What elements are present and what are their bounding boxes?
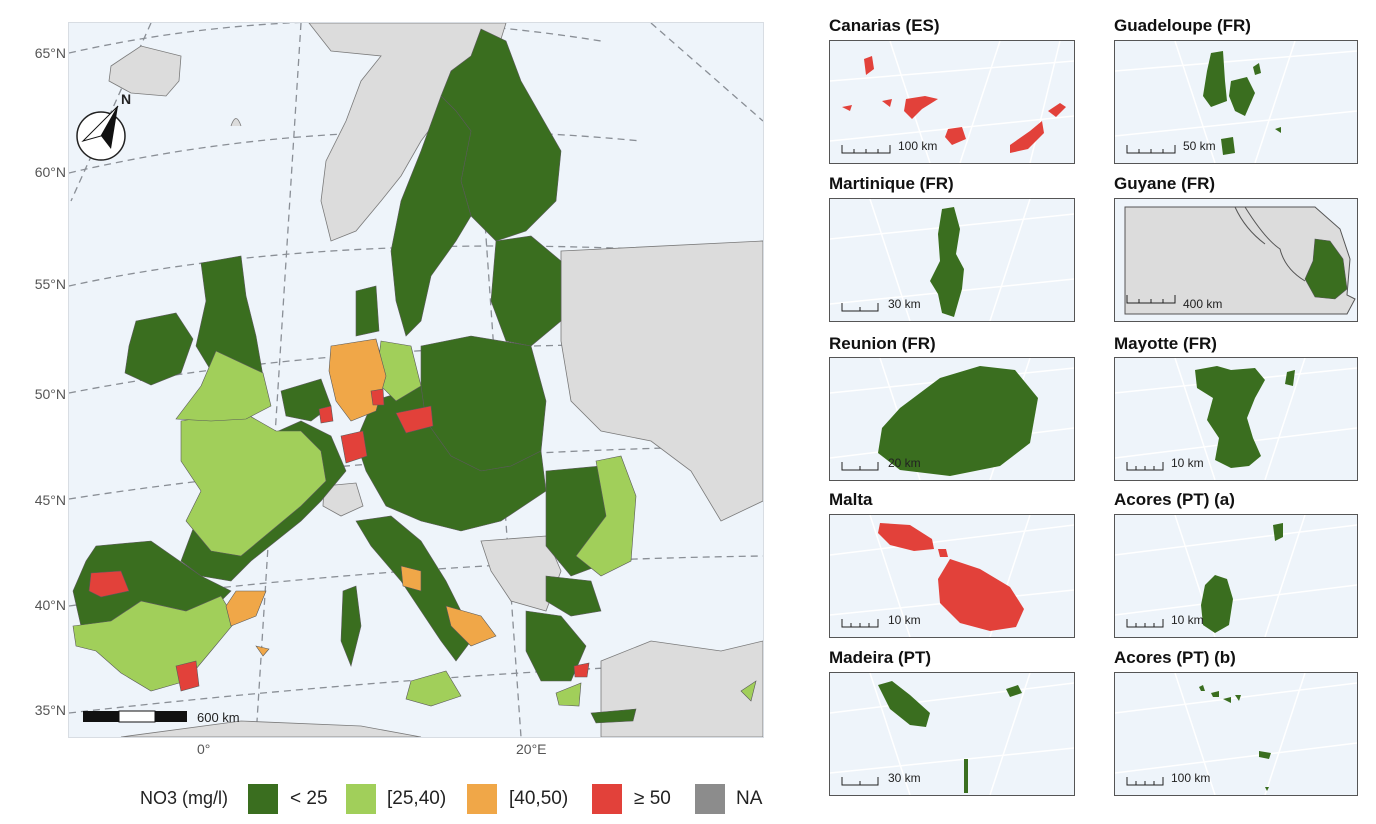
main-scale-bar <box>83 710 187 723</box>
inset-title-acores-a: Acores (PT) (a) <box>1114 490 1235 509</box>
acores-a-islands <box>1201 523 1283 633</box>
guyane-neighbours <box>1124 206 1356 315</box>
inset-scale-guyane: 400 km <box>1183 297 1223 311</box>
legend-label-na: NA <box>736 788 763 809</box>
inset-reunion-map <box>830 358 1074 480</box>
inset-acores-a: 10 km <box>1114 514 1358 638</box>
lat-label-45: 45°N <box>34 492 66 508</box>
inset-canarias: 100 km <box>829 40 1075 164</box>
inset-title-guadeloupe: Guadeloupe (FR) <box>1114 16 1251 35</box>
inset-scale-reunion: 20 km <box>888 456 921 470</box>
lat-label-60: 60°N <box>34 164 66 180</box>
malta-islands <box>878 523 1024 631</box>
inset-scale-madeira: 30 km <box>888 771 921 785</box>
inset-madeira: 30 km <box>829 672 1075 796</box>
main-scale-label: 600 km <box>197 710 240 725</box>
inset-scale-canarias: 100 km <box>898 139 938 153</box>
inset-guadeloupe-map <box>1115 41 1357 163</box>
lon-label-0: 0° <box>197 741 211 757</box>
inset-acores-a-map <box>1115 515 1357 637</box>
legend-title: NO3 (mg/l) <box>140 788 229 808</box>
inset-guyane-map <box>1124 206 1356 315</box>
inset-scale-acores-b: 100 km <box>1171 771 1211 785</box>
lat-label-35: 35°N <box>34 702 66 718</box>
inset-title-martinique: Martinique (FR) <box>829 174 954 193</box>
martinique-island <box>930 207 964 317</box>
inset-malta-map <box>830 515 1074 637</box>
acores-b-islands <box>1199 685 1271 791</box>
north-arrow-icon <box>76 105 126 161</box>
mayotte-island <box>1195 366 1295 468</box>
legend-swatch-40-50 <box>467 784 497 814</box>
inset-martinique: 30 km <box>829 198 1075 322</box>
inset-title-reunion: Reunion (FR) <box>829 334 936 353</box>
inset-title-guyane: Guyane (FR) <box>1114 174 1216 193</box>
inset-scale-acores-a: 10 km <box>1171 613 1204 627</box>
inset-title-canarias: Canarias (ES) <box>829 16 940 35</box>
canarias-islands <box>842 56 1066 153</box>
legend-label-ge50: ≥ 50 <box>634 788 671 809</box>
inset-malta: 10 km <box>829 514 1075 638</box>
inset-reunion: 20 km <box>829 357 1075 481</box>
inset-scale-martinique: 30 km <box>888 297 921 311</box>
guadeloupe-islands <box>1203 51 1281 155</box>
inset-title-acores-b: Acores (PT) (b) <box>1114 648 1236 667</box>
inset-title-mayotte: Mayotte (FR) <box>1114 334 1217 353</box>
legend-swatch-lt25 <box>248 784 278 814</box>
class-ge50 <box>88 388 590 692</box>
inset-scale-mayotte: 10 km <box>1171 456 1204 470</box>
lat-label-40: 40°N <box>34 597 66 613</box>
inset-title-malta: Malta <box>829 490 873 509</box>
inset-martinique-map <box>830 199 1074 321</box>
inset-canarias-map <box>830 41 1074 163</box>
inset-acores-b-map <box>1115 673 1357 795</box>
inset-guyane: 400 km <box>1114 198 1358 322</box>
lon-label-20e: 20°E <box>516 741 547 757</box>
inset-guadeloupe: 50 km <box>1114 40 1358 164</box>
europe-map: N 600 km <box>68 22 764 738</box>
legend-swatch-25-40 <box>346 784 376 814</box>
north-label: N <box>121 91 132 107</box>
class-40-50 <box>225 338 497 657</box>
madeira-islands <box>878 681 1022 793</box>
legend-label-40-50: [40,50) <box>509 788 569 809</box>
inset-scale-malta: 10 km <box>888 613 921 627</box>
europe-map-svg <box>69 23 763 737</box>
legend-label-lt25: < 25 <box>290 788 328 809</box>
inset-madeira-map <box>830 673 1074 795</box>
legend-swatch-ge50 <box>592 784 622 814</box>
lat-label-55: 55°N <box>34 276 66 292</box>
reunion-island <box>878 366 1038 476</box>
legend-label-25-40: [25,40) <box>387 788 447 809</box>
inset-mayotte-map <box>1115 358 1357 480</box>
legend-swatch-na <box>695 784 725 814</box>
inset-acores-b: 100 km <box>1114 672 1358 796</box>
inset-title-madeira: Madeira (PT) <box>829 648 932 667</box>
guyane-territory <box>1304 238 1348 300</box>
lat-label-65: 65°N <box>34 45 66 61</box>
inset-mayotte: 10 km <box>1114 357 1358 481</box>
inset-scale-guadeloupe: 50 km <box>1183 139 1216 153</box>
lat-label-50: 50°N <box>34 386 66 402</box>
